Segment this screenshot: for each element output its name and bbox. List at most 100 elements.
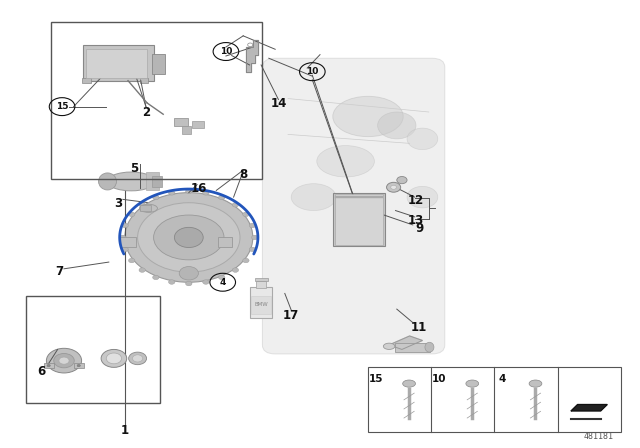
Text: 6: 6 <box>38 365 45 379</box>
Text: 4: 4 <box>499 374 506 384</box>
Ellipse shape <box>291 184 336 211</box>
Bar <box>120 237 136 247</box>
Bar <box>140 78 148 83</box>
Ellipse shape <box>397 177 407 184</box>
Ellipse shape <box>232 268 239 272</box>
Text: 10: 10 <box>431 374 446 384</box>
Ellipse shape <box>122 247 129 252</box>
Text: 15: 15 <box>56 102 68 111</box>
Ellipse shape <box>129 212 135 217</box>
Ellipse shape <box>77 365 81 366</box>
Bar <box>152 54 165 74</box>
Ellipse shape <box>203 191 209 195</box>
Ellipse shape <box>179 267 198 280</box>
Text: 10: 10 <box>306 67 319 76</box>
Ellipse shape <box>219 275 225 280</box>
Ellipse shape <box>407 128 438 150</box>
Ellipse shape <box>139 202 145 207</box>
Text: 16: 16 <box>190 181 207 195</box>
Ellipse shape <box>243 212 249 217</box>
Text: 15: 15 <box>369 374 383 384</box>
Text: 10: 10 <box>220 47 232 56</box>
Ellipse shape <box>125 193 253 282</box>
Ellipse shape <box>174 228 204 247</box>
Ellipse shape <box>390 185 397 190</box>
Ellipse shape <box>403 380 415 387</box>
Ellipse shape <box>219 195 225 200</box>
Ellipse shape <box>152 275 159 280</box>
Ellipse shape <box>378 112 416 139</box>
Text: 14: 14 <box>270 97 287 111</box>
Bar <box>192 121 204 128</box>
Ellipse shape <box>186 189 192 194</box>
Ellipse shape <box>249 223 255 228</box>
Text: 2: 2 <box>142 105 150 119</box>
Bar <box>255 278 268 281</box>
Ellipse shape <box>107 172 155 191</box>
Text: 5: 5 <box>131 161 138 175</box>
Polygon shape <box>572 405 607 411</box>
Bar <box>333 193 385 246</box>
Ellipse shape <box>387 182 401 192</box>
Ellipse shape <box>152 195 159 200</box>
Ellipse shape <box>317 146 374 177</box>
Ellipse shape <box>407 186 438 208</box>
Bar <box>218 237 232 247</box>
Ellipse shape <box>466 380 479 387</box>
Ellipse shape <box>59 357 69 364</box>
Text: 4: 4 <box>220 278 226 287</box>
Text: 7: 7 <box>55 264 63 278</box>
Bar <box>182 126 191 134</box>
FancyBboxPatch shape <box>262 58 445 354</box>
Text: BMW: BMW <box>254 302 268 307</box>
Ellipse shape <box>132 355 143 362</box>
Text: 12: 12 <box>408 194 424 207</box>
Polygon shape <box>389 336 422 349</box>
Ellipse shape <box>122 223 129 228</box>
Bar <box>250 287 272 318</box>
Text: 13: 13 <box>408 214 424 227</box>
Ellipse shape <box>168 191 175 195</box>
Text: 17: 17 <box>283 309 300 323</box>
Bar <box>26 296 160 403</box>
Ellipse shape <box>129 352 147 365</box>
Ellipse shape <box>232 202 239 207</box>
Bar <box>82 78 91 83</box>
Text: 11: 11 <box>411 320 428 334</box>
Bar <box>74 363 84 368</box>
Ellipse shape <box>252 235 258 240</box>
Bar <box>140 205 151 211</box>
Polygon shape <box>246 40 258 72</box>
Ellipse shape <box>101 349 127 367</box>
Ellipse shape <box>249 247 255 252</box>
Ellipse shape <box>120 235 126 240</box>
Ellipse shape <box>54 353 74 368</box>
Bar <box>335 194 383 245</box>
Bar <box>251 296 271 314</box>
Bar <box>51 22 262 179</box>
Ellipse shape <box>186 281 192 286</box>
Ellipse shape <box>203 280 209 284</box>
Bar <box>86 49 147 78</box>
Ellipse shape <box>99 173 116 190</box>
Bar <box>146 172 159 190</box>
Text: 8: 8 <box>239 168 247 181</box>
Ellipse shape <box>168 280 175 284</box>
Ellipse shape <box>333 96 403 137</box>
Text: 9: 9 <box>415 222 423 235</box>
Bar <box>174 118 188 126</box>
Ellipse shape <box>383 343 395 349</box>
Ellipse shape <box>46 349 82 373</box>
Bar <box>44 363 54 368</box>
Bar <box>256 281 266 288</box>
Ellipse shape <box>248 43 253 47</box>
Ellipse shape <box>140 204 157 212</box>
Bar <box>83 45 154 81</box>
Ellipse shape <box>138 202 240 272</box>
Text: 1: 1 <box>121 424 129 438</box>
Text: 481181: 481181 <box>583 432 613 441</box>
Ellipse shape <box>129 258 135 263</box>
Ellipse shape <box>529 380 542 387</box>
Text: 3: 3 <box>115 197 122 211</box>
Bar <box>335 196 383 198</box>
